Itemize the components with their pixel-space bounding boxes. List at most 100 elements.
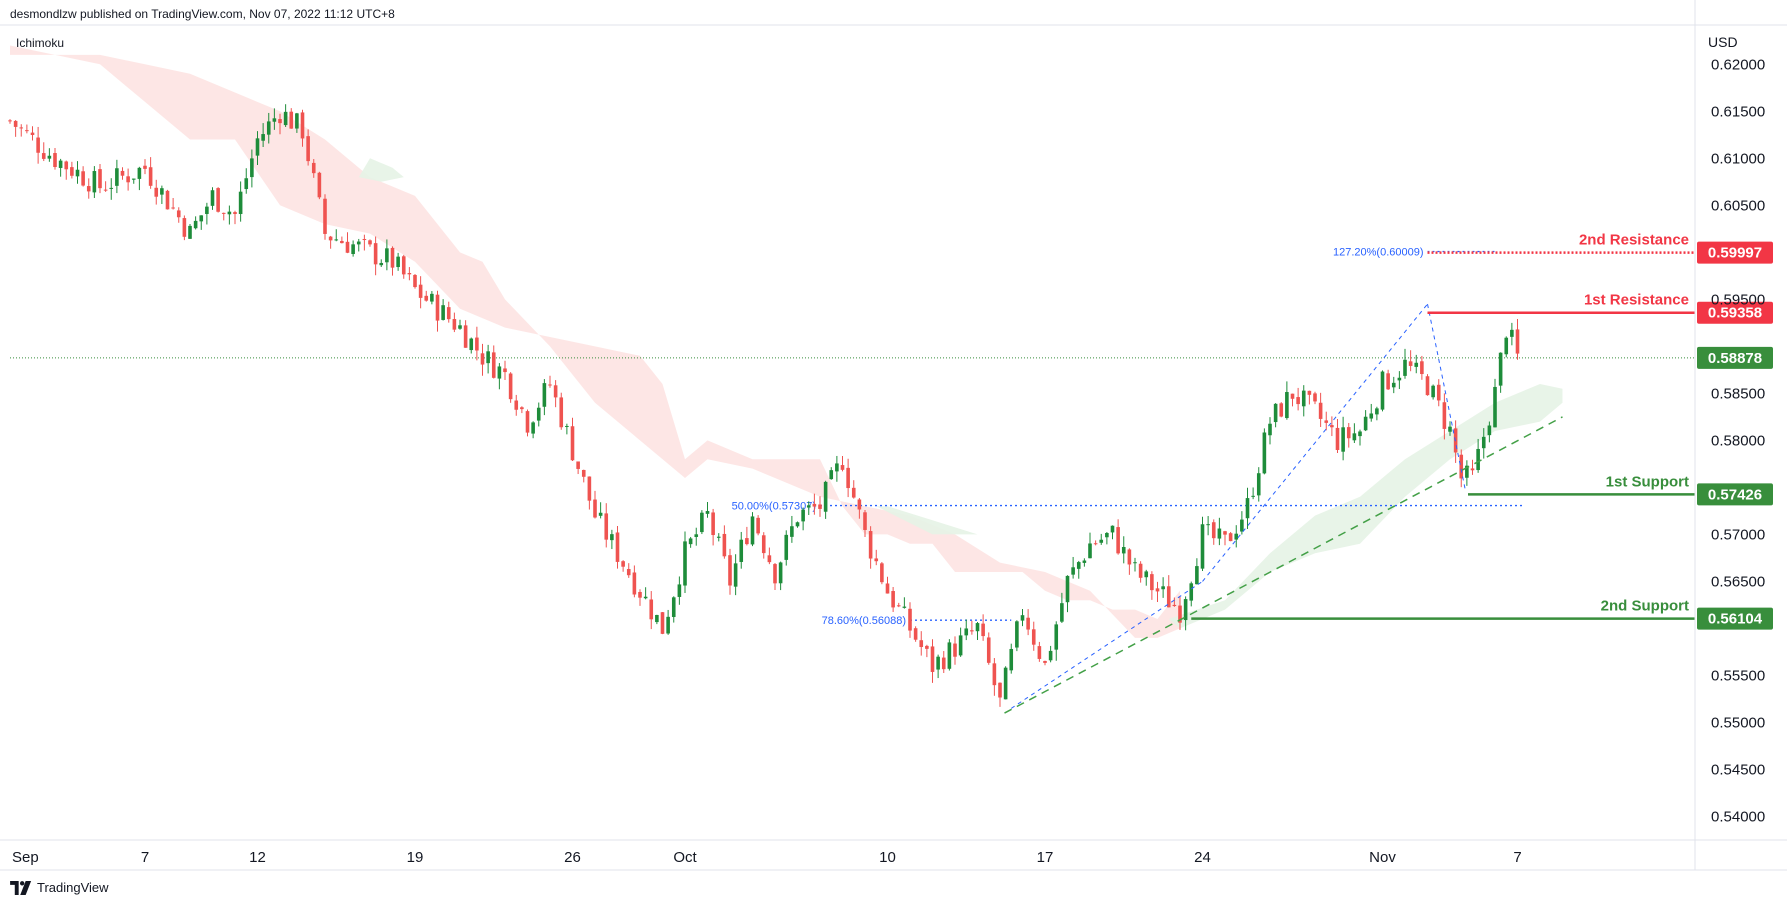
candle-body-230 xyxy=(1301,390,1306,407)
candle-body-19 xyxy=(115,168,119,186)
candle-body-245 xyxy=(1386,373,1390,390)
candle-body-214 xyxy=(1211,522,1216,539)
candle-body-267 xyxy=(1510,329,1514,337)
level-price-tag-2[interactable] xyxy=(1697,483,1773,506)
candle-body-78 xyxy=(446,307,451,320)
indicator-label-ichimoku[interactable]: Ichimoku xyxy=(16,36,65,50)
candle-body-75 xyxy=(430,293,434,302)
support-resistance-levels[interactable]: 2nd Resistance 0.59997 1st Resistance 0.593… xyxy=(1191,232,1773,630)
candle-body-10 xyxy=(64,161,69,170)
candle-body-143 xyxy=(812,503,817,507)
candle-body-162 xyxy=(919,640,924,647)
candle-body-107 xyxy=(610,534,614,541)
currency-label: USD xyxy=(1708,34,1738,50)
candle-body-175 xyxy=(992,663,997,686)
x-tick-9: Nov xyxy=(1369,849,1396,866)
candle-body-61 xyxy=(351,244,355,255)
candle-body-12 xyxy=(75,169,80,177)
candle-body-80 xyxy=(458,325,462,329)
candle-body-209 xyxy=(1183,599,1188,621)
candle-body-182 xyxy=(1031,629,1036,645)
candle-body-124 xyxy=(705,511,710,514)
candle-body-173 xyxy=(981,623,985,637)
candle-body-151 xyxy=(857,499,862,510)
candle-body-155 xyxy=(880,563,884,583)
candle-body-198 xyxy=(1121,547,1126,554)
cloud-bear-0 xyxy=(10,45,1180,638)
candle-body-164 xyxy=(930,646,935,672)
candle-body-105 xyxy=(598,512,603,516)
y-tick-8: 0.58000 xyxy=(1711,432,1765,449)
candle-body-68 xyxy=(390,247,395,268)
level-price-text-1: 0.59358 xyxy=(1708,305,1762,322)
candle-body-16 xyxy=(98,169,102,189)
candle-body-28 xyxy=(165,190,170,210)
level-price-tag-1[interactable] xyxy=(1697,301,1773,324)
candle-body-147 xyxy=(835,463,839,472)
candle-body-169 xyxy=(958,635,963,656)
level-price-tag-0[interactable] xyxy=(1697,241,1773,264)
candle-body-47 xyxy=(272,118,277,122)
level-price-tag-3[interactable] xyxy=(1697,607,1773,630)
candle-body-213 xyxy=(1206,524,1210,526)
candle-body-96 xyxy=(548,384,552,386)
candle-body-121 xyxy=(688,538,693,545)
candle-body-32 xyxy=(188,225,192,239)
candle-body-106 xyxy=(604,513,609,540)
candle-body-8 xyxy=(53,153,57,168)
y-tick-1: 0.61500 xyxy=(1711,103,1765,120)
candle-body-167 xyxy=(947,642,952,669)
candle-body-116 xyxy=(660,612,665,634)
candle-body-126 xyxy=(716,536,721,538)
candle-body-120 xyxy=(683,541,687,586)
candle-body-109 xyxy=(621,561,625,567)
y-tick-3: 0.60500 xyxy=(1711,197,1765,214)
candle-body-77 xyxy=(441,305,445,320)
candle-body-72 xyxy=(413,274,417,288)
trendline[interactable] xyxy=(1004,303,1563,714)
candle-body-244 xyxy=(1380,371,1385,410)
candle-body-149 xyxy=(846,467,850,489)
candle-body-265 xyxy=(1498,352,1503,386)
footer: TradingView xyxy=(10,880,109,895)
fib-label-1: 50.00%(0.57307) xyxy=(732,501,816,513)
candle-body-179 xyxy=(1015,621,1019,648)
candle-body-55 xyxy=(317,172,322,198)
candle-body-264 xyxy=(1493,386,1497,428)
candle-body-22 xyxy=(131,178,136,180)
footer-brand: TradingView xyxy=(37,880,109,895)
fib-swing-line-1 xyxy=(1202,303,1428,582)
candle-body-233 xyxy=(1318,402,1323,419)
candle-body-220 xyxy=(1245,498,1250,519)
candle-body-82 xyxy=(469,338,474,351)
candle-body-27 xyxy=(160,188,164,195)
candle-body-236 xyxy=(1335,427,1340,450)
candle-body-88 xyxy=(503,368,507,373)
level-label-0: 2nd Resistance xyxy=(1579,232,1689,249)
candle-body-197 xyxy=(1116,527,1120,554)
candle-body-212 xyxy=(1200,524,1205,569)
candle-body-160 xyxy=(908,608,912,631)
candle-body-238 xyxy=(1346,427,1351,439)
candle-body-156 xyxy=(885,583,890,594)
candle-body-174 xyxy=(986,637,991,663)
candle-body-187 xyxy=(1060,603,1064,622)
candle-body-4 xyxy=(30,132,35,136)
candle-body-64 xyxy=(368,240,372,245)
candle-body-53 xyxy=(306,136,310,162)
candle-body-235 xyxy=(1330,425,1334,428)
y-tick-10: 0.57000 xyxy=(1711,526,1765,543)
candle-body-45 xyxy=(261,134,265,141)
candle-body-249 xyxy=(1408,361,1413,366)
candle-body-237 xyxy=(1341,427,1345,452)
candle-body-253 xyxy=(1431,385,1435,398)
candle-body-145 xyxy=(823,481,828,512)
candle-body-191 xyxy=(1082,560,1087,563)
y-tick-7: 0.58500 xyxy=(1711,385,1765,402)
candle-body-50 xyxy=(289,111,294,129)
candle-body-196 xyxy=(1110,525,1115,533)
cloud-bull-1 xyxy=(876,506,978,535)
level-price-text-0: 0.59997 xyxy=(1708,245,1762,262)
y-tick-15: 0.54500 xyxy=(1711,761,1765,778)
